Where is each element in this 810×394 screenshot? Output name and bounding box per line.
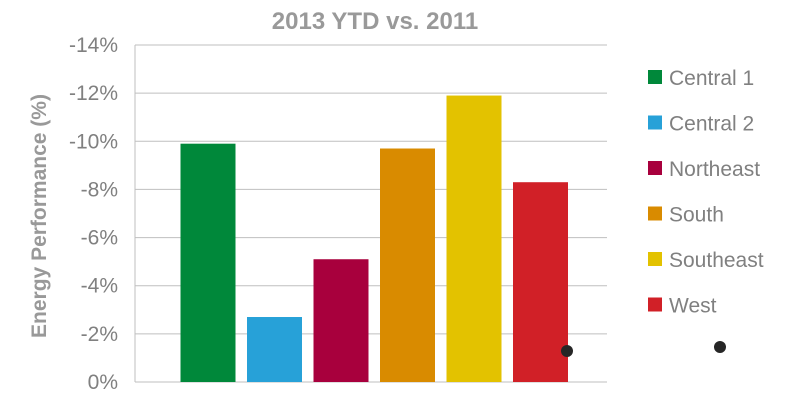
- y-tick-label-5: -10%: [69, 130, 118, 153]
- legend-label-northeast: Northeast: [669, 158, 760, 181]
- y-axis-label: Energy Performance (%): [28, 94, 51, 338]
- y-axis: 0% -2% -4% -6% -8% -10% -12% -14%: [69, 34, 136, 394]
- legend-label-south: South: [669, 204, 724, 227]
- legend-label-central-2: Central 2: [669, 113, 754, 136]
- stray-dot-marker: [561, 345, 573, 357]
- chart-title: 2013 YTD vs. 2011: [272, 8, 478, 35]
- y-tick-label-3: -6%: [81, 227, 118, 250]
- bars: [180, 95, 568, 383]
- legend-label-west: West: [669, 295, 717, 318]
- bar-south: [380, 148, 435, 382]
- legend-swatch-northeast: [648, 161, 662, 175]
- y-tick-label-4: -8%: [81, 178, 118, 201]
- bar-northeast: [313, 259, 369, 382]
- legend-swatch-west: [648, 297, 662, 312]
- legend-swatch-southeast: [648, 252, 662, 266]
- bar-southeast: [446, 95, 502, 383]
- bar-central-1: [180, 143, 236, 382]
- bar-west: [513, 182, 568, 382]
- legend-label-central-1: Central 1: [669, 67, 754, 90]
- bar-central-2: [247, 317, 302, 382]
- y-tick-label-7: -14%: [69, 34, 118, 57]
- legend-swatch-central-2: [648, 115, 662, 130]
- legend-swatch-south: [648, 206, 662, 221]
- y-tick-label-1: -2%: [81, 323, 118, 346]
- legend-swatch-central-1: [648, 70, 662, 84]
- y-tick-label-0: 0%: [88, 371, 118, 394]
- legend-label-southeast: Southeast: [669, 249, 764, 272]
- y-tick-label-6: -12%: [69, 82, 118, 105]
- legend: Central 1 Central 2 Northeast South Southeas…: [648, 67, 764, 318]
- y-tick-label-2: -4%: [81, 275, 118, 298]
- legend-dot-marker: [714, 341, 726, 353]
